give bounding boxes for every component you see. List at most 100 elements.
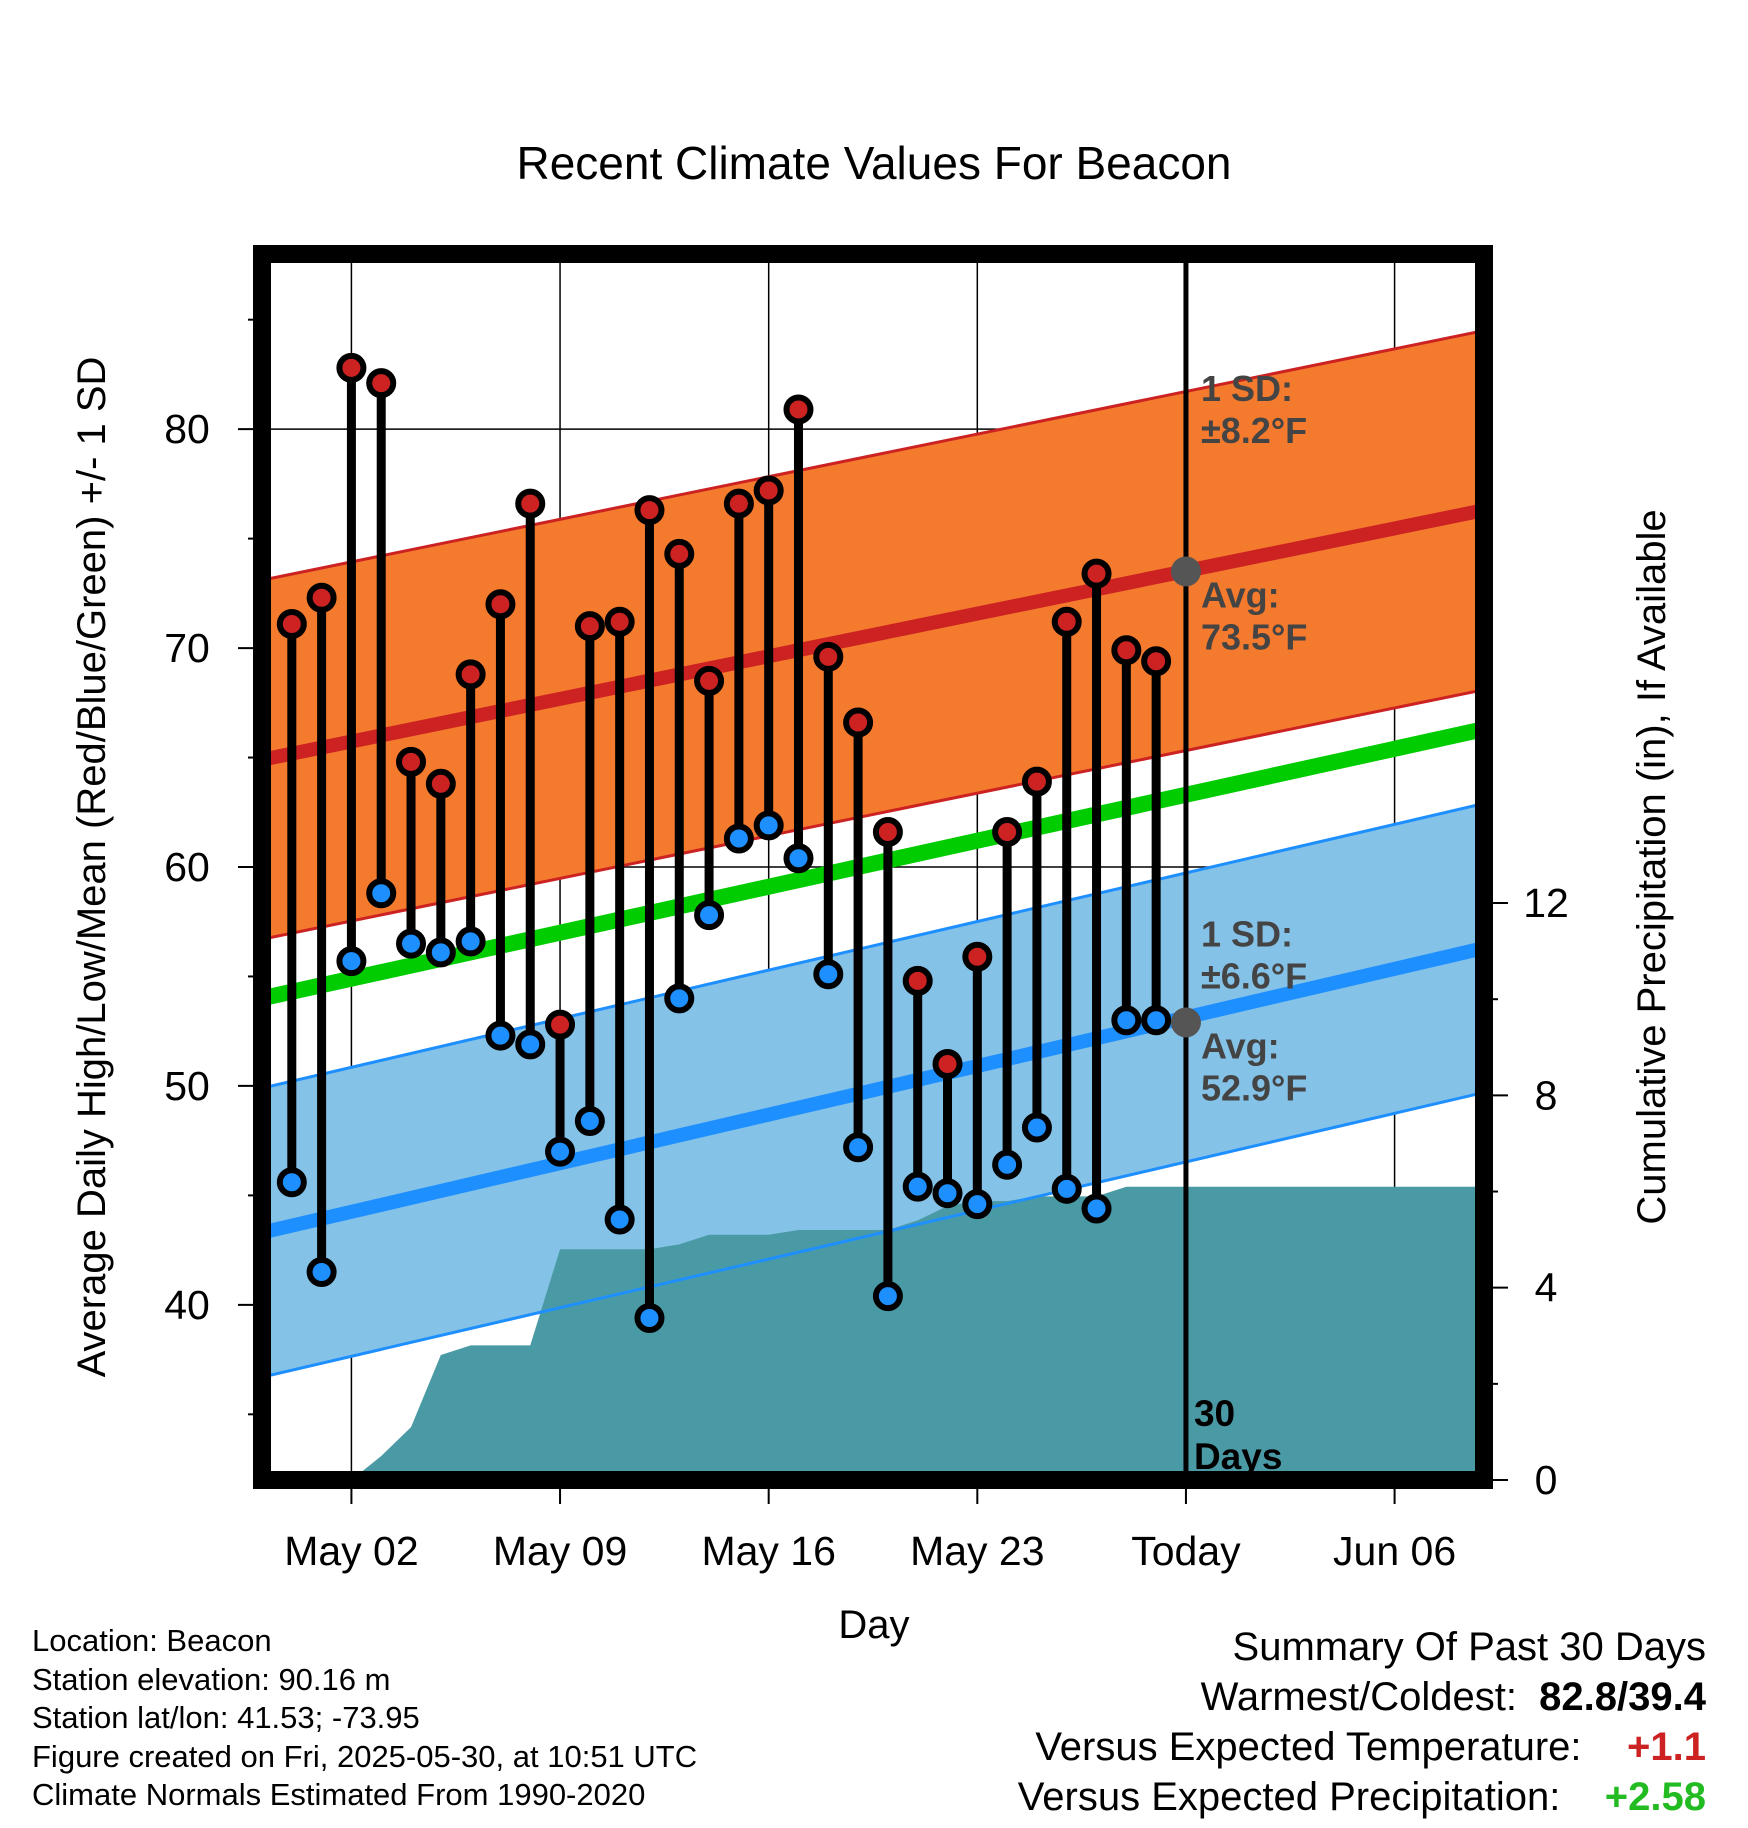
x-tick-label: May 09 xyxy=(493,1528,627,1574)
low-band-lower-edge xyxy=(262,1091,1484,1379)
high-average-line xyxy=(262,503,1484,767)
left-tick-label: 60 xyxy=(164,844,210,890)
daily-low-point xyxy=(813,959,844,990)
daily-high-point xyxy=(425,768,456,799)
daily-high-point xyxy=(485,589,516,620)
summary-heading: Summary Of Past 30 Days xyxy=(1232,1625,1706,1669)
normals-period: Climate Normals Estimated From 1990-2020 xyxy=(32,1777,646,1813)
right-tick-label: 12 xyxy=(1523,880,1569,926)
daily-low-point xyxy=(634,1302,665,1333)
daily-low-point xyxy=(783,843,814,874)
daily-high-point xyxy=(545,1009,576,1040)
daily-high-point xyxy=(604,606,635,637)
high-sd-annotation-line-2: ±8.2°F xyxy=(1201,410,1307,451)
right-tick-label: 4 xyxy=(1535,1265,1558,1311)
right-tick-label: 8 xyxy=(1535,1072,1558,1118)
daily-high-point xyxy=(664,538,695,569)
x-axis-label: Day xyxy=(838,1603,909,1647)
daily-high-point xyxy=(574,611,605,642)
warmest-value: 82.8/39.4 xyxy=(1539,1675,1706,1719)
today-days-label-line-1: 30 xyxy=(1194,1393,1235,1434)
low-avg-annotation-line-2: 52.9°F xyxy=(1201,1067,1307,1108)
daily-low-point xyxy=(1141,1005,1172,1036)
daily-high-point xyxy=(902,965,933,996)
daily-low-point xyxy=(515,1029,546,1060)
daily-low-point xyxy=(604,1204,635,1235)
station-location: Location: Beacon xyxy=(32,1623,272,1658)
left-tick-label: 80 xyxy=(164,406,210,452)
daily-low-point xyxy=(753,810,784,841)
daily-low-point xyxy=(872,1281,903,1312)
high-sd-annotation-line-1: 1 SD: xyxy=(1201,368,1293,409)
daily-low-point xyxy=(932,1178,963,1209)
daily-high-point xyxy=(1021,766,1052,797)
daily-low-point xyxy=(1051,1173,1082,1204)
daily-low-point xyxy=(723,823,754,854)
daily-low-point xyxy=(425,937,456,968)
daily-low-point xyxy=(962,1189,993,1220)
daily-high-point xyxy=(515,488,546,519)
daily-low-point xyxy=(455,926,486,957)
precip-area xyxy=(351,1186,1484,1480)
high-avg-annotation-line-1: Avg: xyxy=(1201,574,1280,615)
x-tick-label: May 23 xyxy=(910,1528,1044,1574)
daily-high-point xyxy=(1081,558,1112,589)
temp-label: Versus Expected Temperature: xyxy=(1035,1725,1582,1769)
low-sd-annotation-line-1: 1 SD: xyxy=(1201,913,1293,954)
daily-low-point xyxy=(694,900,725,931)
high-band-lower-edge xyxy=(262,688,1484,941)
today-days-label-line-2: Days xyxy=(1194,1436,1282,1477)
daily-high-point xyxy=(366,368,397,399)
daily-low-point xyxy=(992,1149,1023,1180)
daily-high-point xyxy=(336,352,367,383)
daily-high-point xyxy=(962,941,993,972)
daily-low-point xyxy=(574,1105,605,1136)
daily-high-point xyxy=(992,816,1023,847)
chart-title: Recent Climate Values For Beacon xyxy=(516,137,1231,189)
daily-low-point xyxy=(902,1171,933,1202)
daily-low-point xyxy=(843,1132,874,1163)
station-latlon: Station lat/lon: 41.53; -73.95 xyxy=(32,1700,420,1736)
daily-low-point xyxy=(396,928,427,959)
high-avg-annotation-line-2: 73.5°F xyxy=(1201,616,1307,657)
left-tick-label: 50 xyxy=(164,1063,210,1109)
daily-low-point xyxy=(485,1020,516,1051)
daily-high-point xyxy=(813,641,844,672)
warmest-label: Warmest/Coldest: xyxy=(1200,1675,1517,1719)
summary-temp-row: Versus Expected Temperature: +1.1 xyxy=(1018,1722,1706,1772)
daily-high-point xyxy=(276,608,307,639)
daily-low-point xyxy=(1081,1193,1112,1224)
daily-high-point xyxy=(1111,635,1142,666)
daily-high-point xyxy=(843,707,874,738)
precip-label: Versus Expected Precipitation: xyxy=(1017,1775,1561,1819)
plot-frame xyxy=(253,245,1493,1489)
daily-low-point xyxy=(1021,1112,1052,1143)
daily-high-point xyxy=(1051,606,1082,637)
x-tick-label: May 16 xyxy=(701,1528,835,1574)
right-tick-label: 0 xyxy=(1535,1457,1558,1503)
daily-high-point xyxy=(932,1049,963,1080)
today-high-avg-marker xyxy=(1170,556,1201,587)
daily-low-point xyxy=(664,983,695,1014)
low-average-line xyxy=(262,941,1484,1240)
x-tick-label: Jun 06 xyxy=(1333,1528,1456,1574)
high-band-upper-edge xyxy=(262,329,1484,582)
daily-high-point xyxy=(396,746,427,777)
daily-low-point xyxy=(1111,1005,1142,1036)
figure-created: Figure created on Fri, 2025-05-30, at 10… xyxy=(32,1738,698,1774)
daily-high-point xyxy=(1141,646,1172,677)
daily-high-point xyxy=(455,659,486,690)
x-tick-label: May 02 xyxy=(284,1528,418,1574)
daily-low-point xyxy=(336,946,367,977)
daily-high-point xyxy=(723,488,754,519)
temp-departure-value: +1.1 xyxy=(1627,1725,1706,1769)
today-low-avg-marker xyxy=(1170,1007,1201,1038)
station-info: Location: Beacon Station elevation: 90.1… xyxy=(32,1622,697,1815)
daily-low-point xyxy=(545,1136,576,1167)
daily-low-point xyxy=(306,1257,337,1288)
low-avg-annotation-line-1: Avg: xyxy=(1201,1025,1280,1066)
y-axis-label-left: Average Daily High/Low/Mean (Red/Blue/Gr… xyxy=(70,357,114,1378)
daily-high-point xyxy=(306,582,337,613)
daily-high-point xyxy=(783,394,814,425)
